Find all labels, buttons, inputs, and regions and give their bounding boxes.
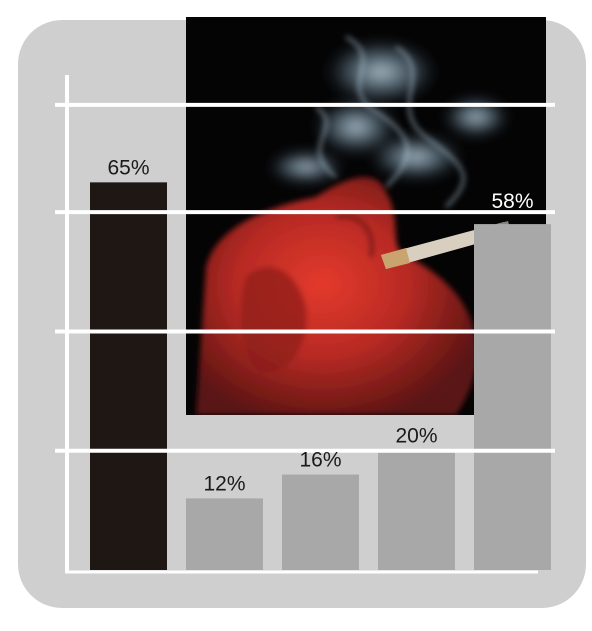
bar-4: [378, 450, 455, 570]
bar-3: [282, 474, 359, 570]
smoking-hand-photo: [186, 17, 546, 415]
bar-5: [474, 224, 551, 571]
bar-value-label-4: 20%: [395, 425, 437, 448]
bar-1: [90, 182, 167, 570]
bar-value-label-1: 65%: [107, 156, 149, 179]
bar-value-label-3: 16%: [299, 449, 341, 472]
bar-value-label-2: 12%: [203, 472, 245, 495]
bar-2: [186, 498, 263, 570]
bar-value-label-5: 58%: [491, 190, 533, 213]
